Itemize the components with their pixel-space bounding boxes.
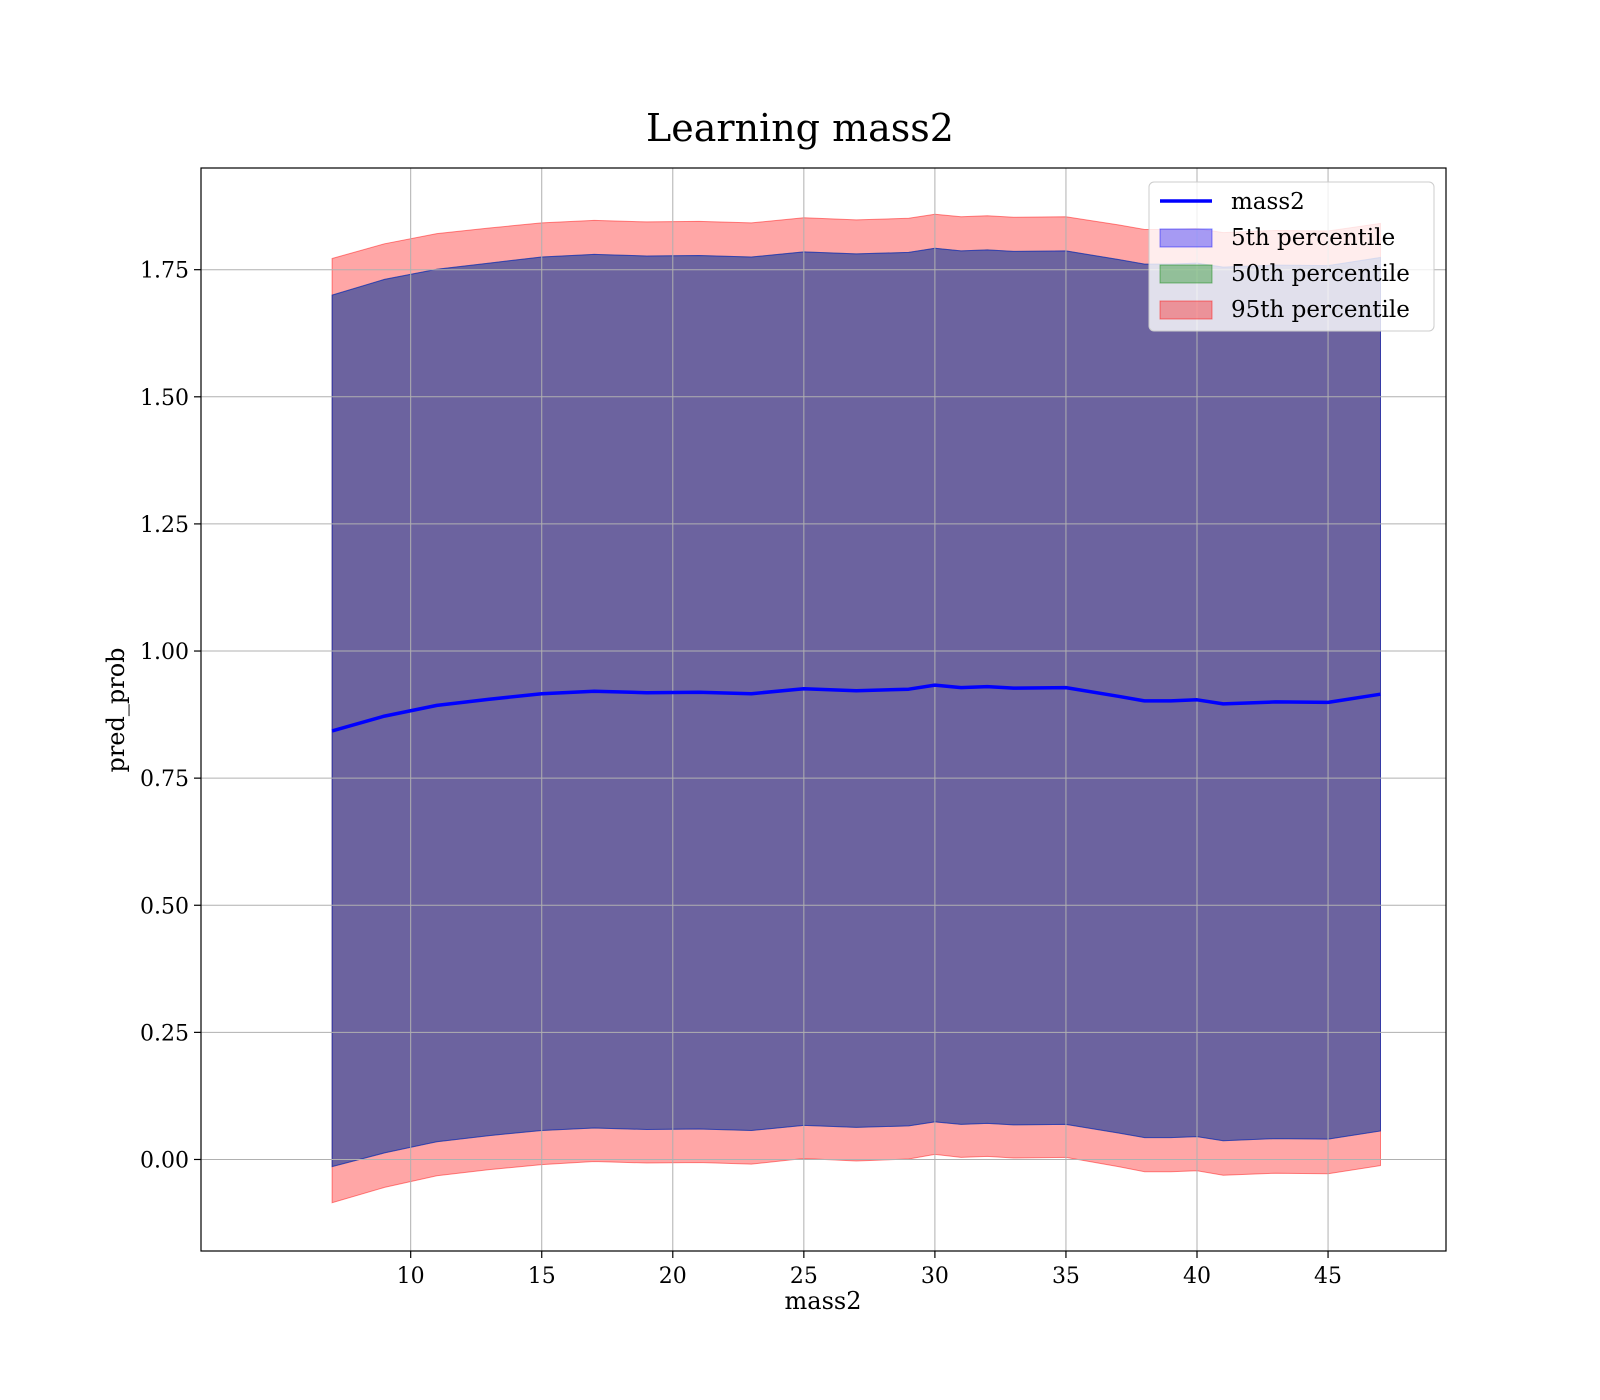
y-axis-label: pred_prob — [102, 647, 130, 772]
x-tick-label: 25 — [790, 1264, 818, 1289]
x-tick-label: 20 — [659, 1264, 687, 1289]
y-axis-ticks: 0.00 0.25 0.50 0.75 1.00 1.25 1.50 1.75 — [140, 259, 201, 1173]
y-tick-label: 1.75 — [140, 259, 189, 284]
x-tick-label: 45 — [1314, 1264, 1342, 1289]
x-tick-label: 30 — [921, 1264, 949, 1289]
plot-frame — [200, 167, 1447, 1252]
x-axis-ticks: 10 15 20 25 30 35 40 45 — [397, 1251, 1342, 1289]
series-line-mass2 — [331, 683, 1381, 733]
x-tick-label: 40 — [1183, 1264, 1211, 1289]
x-tick-label: 35 — [1052, 1264, 1080, 1289]
y-tick-label: 0.25 — [140, 1021, 189, 1046]
x-axis-label: mass2 — [785, 1287, 862, 1315]
legend-swatch-band — [1159, 264, 1213, 284]
y-tick-label: 1.25 — [140, 513, 189, 538]
band-95th-percentile — [331, 213, 1381, 1204]
grid-lines — [201, 168, 1446, 1251]
band-5th-percentile — [331, 247, 1381, 1168]
legend-label: 50th percentile — [1231, 261, 1410, 287]
y-tick-label: 0.75 — [140, 767, 189, 792]
y-tick-label: 1.00 — [140, 640, 189, 665]
band-50th-percentile — [331, 247, 1381, 1168]
plot-area — [200, 167, 1447, 1252]
legend-label: 95th percentile — [1231, 297, 1410, 323]
y-tick-label: 0.00 — [140, 1148, 189, 1173]
y-tick-label: 0.50 — [140, 894, 189, 919]
legend-swatch-band — [1159, 300, 1213, 320]
legend-swatch-band — [1159, 228, 1213, 248]
legend-label: 5th percentile — [1231, 225, 1395, 251]
legend: mass2 5th percentile 50th percentile 95th p… — [1148, 181, 1435, 332]
legend-box — [1148, 181, 1435, 332]
x-tick-label: 10 — [397, 1264, 425, 1289]
series-lines — [331, 683, 1381, 733]
y-tick-label: 1.50 — [140, 386, 189, 411]
chart-title: Learning mass2 — [646, 106, 954, 150]
legend-label: mass2 — [1231, 189, 1305, 215]
percentile-bands — [331, 213, 1381, 1204]
x-tick-label: 15 — [528, 1264, 556, 1289]
